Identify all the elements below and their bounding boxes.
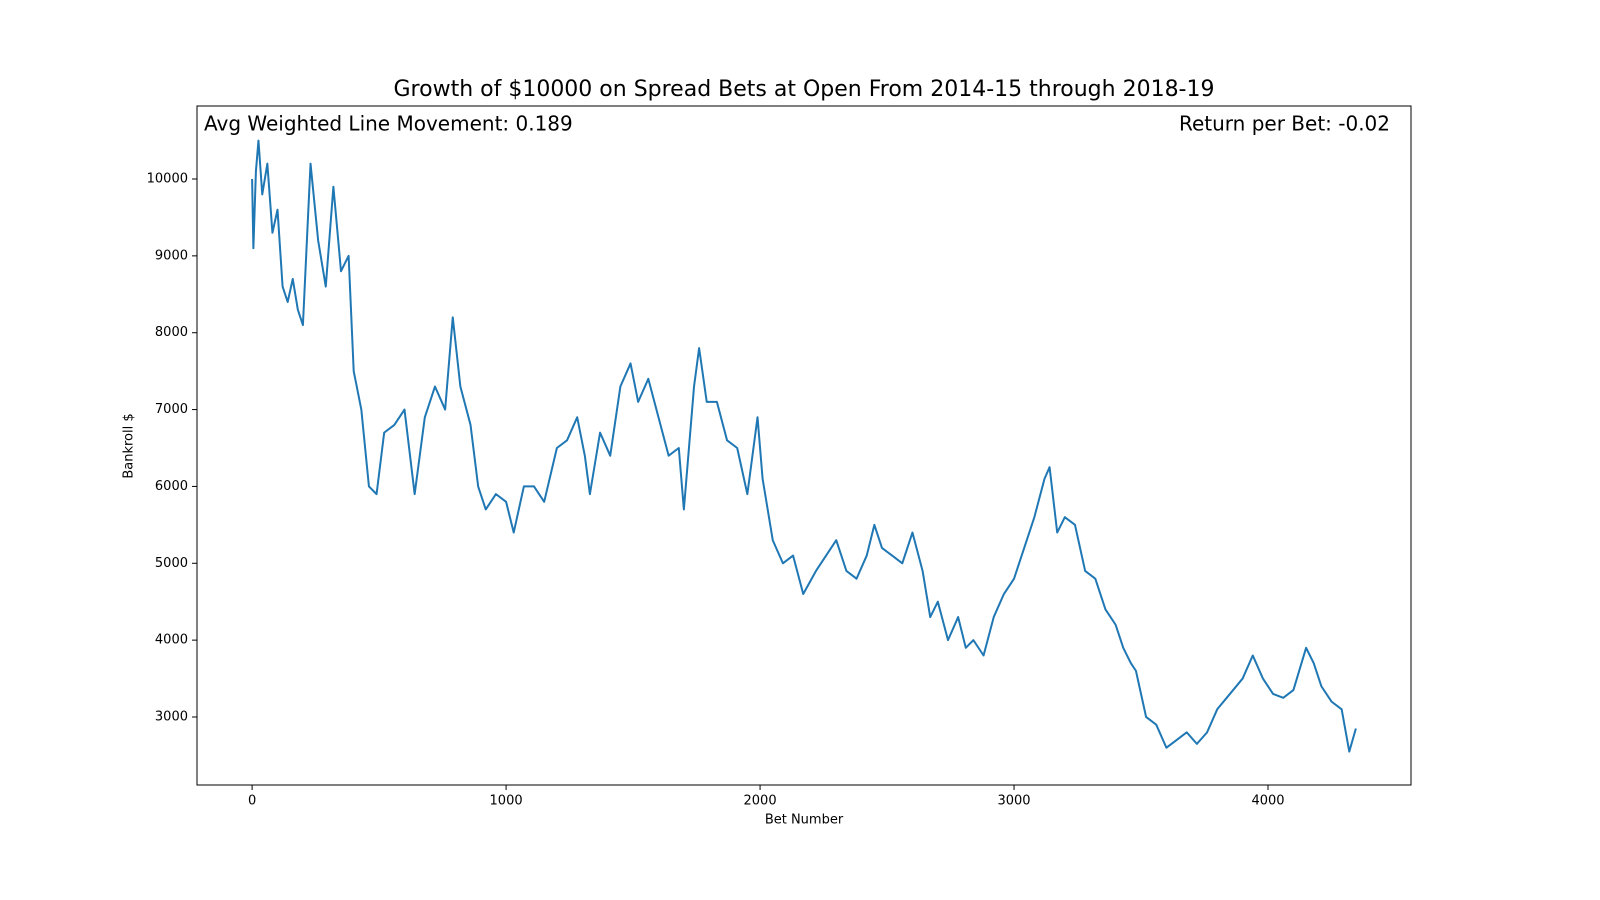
y-tick-label: 6000 bbox=[155, 479, 188, 494]
y-tick-label: 4000 bbox=[155, 633, 188, 648]
x-axis-label: Bet Number bbox=[765, 813, 844, 828]
x-tick-label: 0 bbox=[248, 794, 256, 809]
y-tick-label: 7000 bbox=[155, 402, 188, 417]
y-tick-label: 5000 bbox=[155, 556, 188, 571]
annotation: Avg Weighted Line Movement: 0.189 bbox=[204, 112, 573, 136]
plot-frame bbox=[196, 105, 1412, 786]
x-tick-label: 4000 bbox=[1251, 794, 1284, 809]
chart-title: Growth of $10000 on Spread Bets at Open … bbox=[394, 77, 1215, 102]
y-tick-label: 3000 bbox=[155, 709, 188, 724]
data-line bbox=[251, 139, 1357, 753]
x-tick-label: 2000 bbox=[744, 794, 777, 809]
annotation: Return per Bet: -0.02 bbox=[1179, 112, 1390, 136]
y-axis-label: Bankroll $ bbox=[122, 413, 137, 478]
x-tick-label: 1000 bbox=[490, 794, 523, 809]
y-tick-label: 10000 bbox=[147, 172, 188, 187]
y-tick-label: 8000 bbox=[155, 325, 188, 340]
y-tick-label: 9000 bbox=[155, 248, 188, 263]
x-tick-label: 3000 bbox=[997, 794, 1030, 809]
